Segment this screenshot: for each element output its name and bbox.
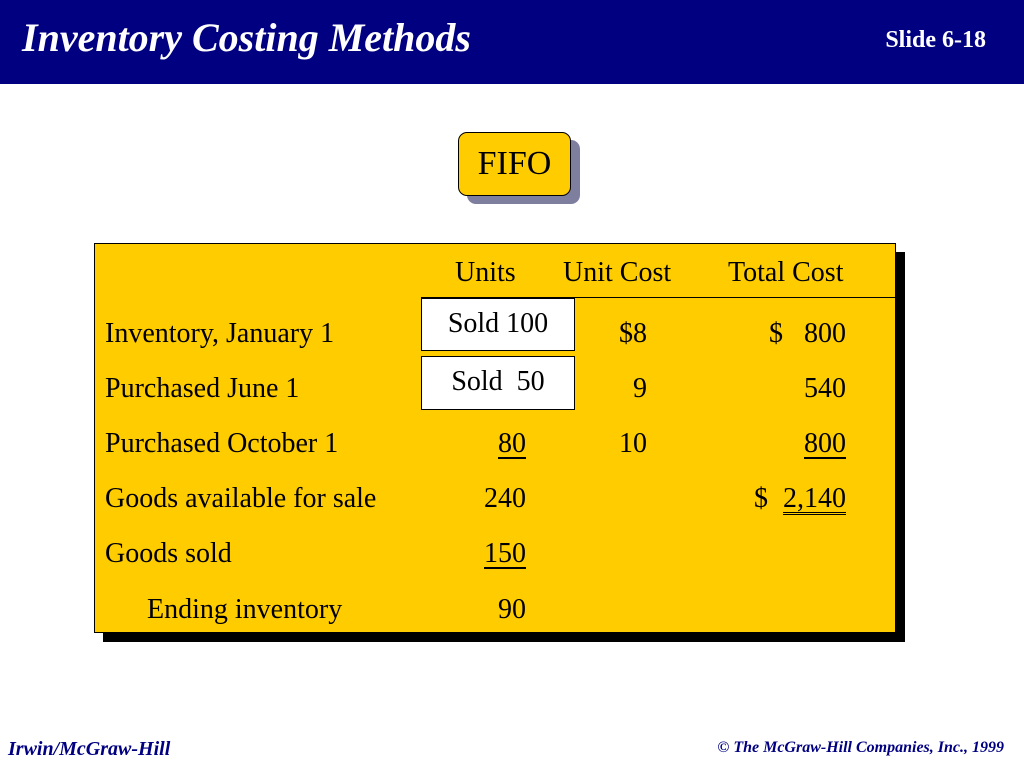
- column-header-units: Units: [455, 257, 516, 288]
- total-cost-inventory-jan1: $ 800: [769, 318, 846, 349]
- units-purchased-oct1: 80: [498, 428, 526, 459]
- row-label-goods-sold: Goods sold: [105, 538, 232, 569]
- slide-title: Inventory Costing Methods: [22, 15, 471, 60]
- row-label-goods-available: Goods available for sale: [105, 483, 377, 514]
- row-label-purchased-oct1: Purchased October 1: [105, 428, 339, 459]
- fifo-label: FIFO: [458, 132, 571, 196]
- unit-cost-inventory-jan1: $8: [619, 318, 647, 349]
- column-header-unit-cost: Unit Cost: [563, 257, 672, 288]
- row-label-purchased-june1: Purchased June 1: [105, 373, 300, 404]
- footer-copyright: © The McGraw-Hill Companies, Inc., 1999: [717, 739, 1004, 756]
- units-ending-inventory: 90: [498, 594, 526, 625]
- total-cost-purchased-june1: 540: [804, 373, 846, 404]
- sold-callout-june: Sold 50: [421, 356, 575, 410]
- units-goods-sold: 150: [484, 538, 526, 569]
- units-goods-available: 240: [484, 483, 526, 514]
- row-label-inventory-jan1: Inventory, January 1: [105, 318, 335, 349]
- column-header-total-cost: Total Cost: [728, 257, 844, 288]
- total-cost-goods-available: 2,140: [783, 483, 846, 514]
- unit-cost-purchased-oct1: 10: [619, 428, 647, 459]
- total-cost-dollar-sign: $: [754, 483, 768, 514]
- row-label-ending-inventory: Ending inventory: [147, 594, 343, 625]
- unit-cost-purchased-june1: 9: [633, 373, 647, 404]
- title-bar: Inventory Costing Methods Slide 6-18: [0, 0, 1024, 84]
- total-cost-purchased-oct1: 800: [804, 428, 846, 459]
- footer-publisher: Irwin/McGraw-Hill: [8, 738, 171, 760]
- header-rule: [421, 297, 896, 298]
- slide-number: Slide 6-18: [885, 27, 986, 53]
- sold-callout-inventory: Sold 100: [421, 298, 575, 351]
